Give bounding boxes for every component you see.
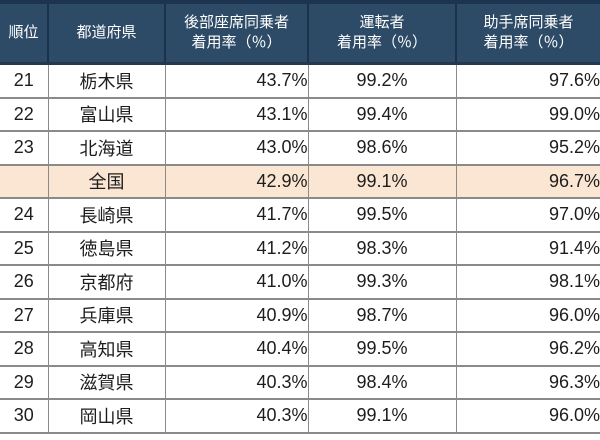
driver-rate-cell: 99.5% (307, 331, 456, 366)
passenger-rate-cell: 97.0% (455, 197, 600, 232)
rank-cell (0, 163, 48, 198)
driver-rate-cell: 99.5% (307, 197, 456, 232)
driver-rate-cell: 99.2% (307, 63, 456, 98)
table-row: 27 兵庫県 40.9% 98.7% 96.0% (0, 297, 600, 332)
passenger-rate-cell: 97.6% (455, 63, 600, 98)
prefecture-cell: 高知県 (47, 331, 165, 366)
prefecture-cell: 長崎県 (47, 197, 165, 232)
driver-rate-cell: 99.3% (307, 264, 456, 299)
rear-rate-cell: 43.0% (164, 130, 308, 165)
driver-rate-cell: 99.4% (307, 96, 456, 131)
table-row: 29 滋賀県 40.3% 98.4% 96.3% (0, 364, 600, 399)
column-header-prefecture: 都道府県 (47, 0, 165, 65)
column-header-rank: 順位 (0, 0, 48, 65)
prefecture-cell: 徳島県 (47, 230, 165, 265)
column-header-rear-rate: 後部座席同乗者 着用率（％） (164, 0, 308, 65)
rear-rate-cell: 41.7% (164, 197, 308, 232)
table-row: 25 徳島県 41.2% 98.3% 91.4% (0, 230, 600, 265)
rear-rate-cell: 40.4% (164, 331, 308, 366)
rank-cell: 22 (0, 96, 48, 131)
rank-cell: 28 (0, 331, 48, 366)
prefecture-cell: 北海道 (47, 130, 165, 165)
prefecture-cell: 兵庫県 (47, 297, 165, 332)
table-row: 30 岡山県 40.3% 99.1% 96.0% (0, 398, 600, 434)
passenger-rate-cell: 96.2% (455, 331, 600, 366)
rank-cell: 23 (0, 130, 48, 165)
table-header: 順位 都道府県 後部座席同乗者 着用率（％） 運転者 着用率（％） 助手席同乗者… (0, 0, 600, 65)
table-row: 22 富山県 43.1% 99.4% 99.0% (0, 96, 600, 131)
rear-rate-cell: 40.3% (164, 398, 308, 434)
rear-rate-cell: 40.9% (164, 297, 308, 332)
driver-rate-cell: 98.3% (307, 230, 456, 265)
table-row: 28 高知県 40.4% 99.5% 96.2% (0, 331, 600, 366)
passenger-rate-cell: 96.7% (455, 163, 600, 198)
passenger-rate-cell: 98.1% (455, 264, 600, 299)
passenger-rate-cell: 95.2% (455, 130, 600, 165)
driver-rate-cell: 99.1% (307, 398, 456, 434)
rear-rate-cell: 41.2% (164, 230, 308, 265)
column-header-driver-rate: 運転者 着用率（％） (307, 0, 456, 65)
rear-rate-cell: 40.3% (164, 364, 308, 399)
prefecture-cell: 全国 (47, 163, 165, 198)
table-row: 23 北海道 43.0% 98.6% 95.2% (0, 130, 600, 165)
column-header-passenger-rate: 助手席同乗者 着用率（％） (455, 0, 600, 65)
header-row: 順位 都道府県 後部座席同乗者 着用率（％） 運転者 着用率（％） 助手席同乗者… (0, 0, 600, 65)
rear-rate-cell: 43.7% (164, 63, 308, 98)
table-row: 26 京都府 41.0% 99.3% 98.1% (0, 264, 600, 299)
rank-cell: 24 (0, 197, 48, 232)
prefecture-cell: 京都府 (47, 264, 165, 299)
rank-cell: 27 (0, 297, 48, 332)
passenger-rate-cell: 96.0% (455, 398, 600, 434)
driver-rate-cell: 98.6% (307, 130, 456, 165)
rank-cell: 30 (0, 398, 48, 434)
rank-cell: 26 (0, 264, 48, 299)
passenger-rate-cell: 96.0% (455, 297, 600, 332)
rank-cell: 21 (0, 63, 48, 98)
prefecture-cell: 岡山県 (47, 398, 165, 434)
passenger-rate-cell: 96.3% (455, 364, 600, 399)
table-row: 21 栃木県 43.7% 99.2% 97.6% (0, 63, 600, 98)
passenger-rate-cell: 99.0% (455, 96, 600, 131)
table-row: 24 長崎県 41.7% 99.5% 97.0% (0, 197, 600, 232)
driver-rate-cell: 98.7% (307, 297, 456, 332)
prefecture-cell: 滋賀県 (47, 364, 165, 399)
table-body: 21 栃木県 43.7% 99.2% 97.6% 22 富山県 43.1% 99… (0, 63, 600, 434)
driver-rate-cell: 98.4% (307, 364, 456, 399)
rear-rate-cell: 42.9% (164, 163, 308, 198)
national-average-row: 全国 42.9% 99.1% 96.7% (0, 163, 600, 198)
rank-cell: 25 (0, 230, 48, 265)
rank-cell: 29 (0, 364, 48, 399)
passenger-rate-cell: 91.4% (455, 230, 600, 265)
prefecture-cell: 栃木県 (47, 63, 165, 98)
driver-rate-cell: 99.1% (307, 163, 456, 198)
rear-rate-cell: 43.1% (164, 96, 308, 131)
prefecture-cell: 富山県 (47, 96, 165, 131)
rear-rate-cell: 41.0% (164, 264, 308, 299)
